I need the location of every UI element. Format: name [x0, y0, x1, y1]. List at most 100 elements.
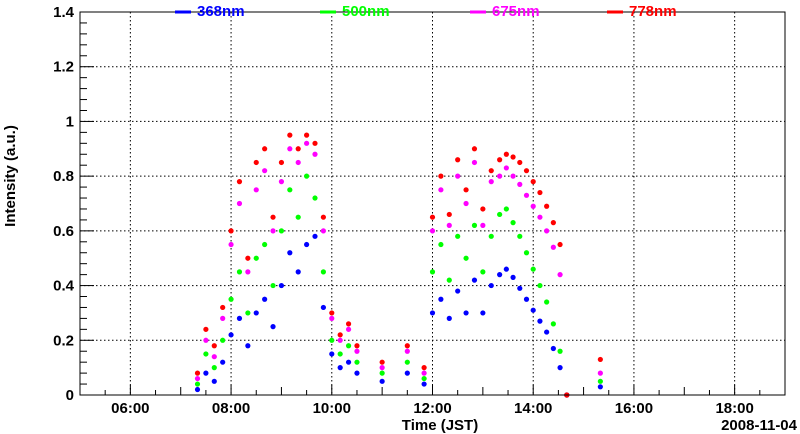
data-point — [245, 343, 251, 349]
data-point — [220, 359, 226, 365]
data-point — [312, 140, 318, 146]
data-point — [429, 310, 436, 316]
data-point — [194, 370, 201, 376]
clear-sky-point — [544, 299, 550, 305]
data-point — [337, 332, 343, 338]
data-point — [337, 351, 343, 357]
clear-sky-point — [523, 192, 530, 198]
series-778nm-points — [194, 132, 603, 398]
clear-sky-point — [523, 250, 530, 256]
x-tick-label: 08:00 — [212, 400, 250, 417]
legend-label: 500nm — [342, 3, 390, 20]
data-point — [287, 146, 293, 152]
data-point — [211, 343, 217, 349]
data-point — [262, 241, 268, 248]
data-point — [329, 310, 335, 316]
x-tick-label: 14:00 — [514, 400, 552, 417]
data-point — [438, 173, 444, 179]
axis-ticks — [80, 11, 761, 396]
data-point — [278, 228, 285, 234]
data-point — [480, 206, 486, 212]
data-point — [228, 332, 234, 338]
data-point — [270, 214, 276, 220]
clear-sky-point — [550, 345, 556, 352]
clear-sky-point — [544, 203, 550, 209]
y-tick-label: 0.2 — [53, 332, 74, 349]
data-point — [304, 173, 310, 179]
y-tick-label: 0.4 — [53, 278, 75, 295]
data-point — [203, 326, 209, 332]
data-point — [253, 310, 259, 316]
data-point — [455, 173, 461, 179]
data-point — [379, 365, 385, 371]
clear-sky-point — [537, 214, 543, 220]
data-point — [446, 315, 452, 321]
y-tick-label: 0.6 — [53, 223, 74, 240]
data-point — [337, 337, 343, 343]
clear-sky-point — [557, 348, 563, 354]
x-tick-label: 06:00 — [111, 400, 149, 417]
clear-sky-point — [530, 307, 536, 313]
data-point — [262, 168, 268, 174]
data-points — [194, 132, 603, 398]
clear-sky-point — [503, 266, 509, 272]
data-point — [287, 250, 293, 256]
data-point — [194, 386, 201, 393]
data-point — [320, 304, 326, 311]
data-point — [194, 381, 201, 387]
data-point — [446, 277, 452, 283]
data-point — [354, 343, 360, 349]
x-tick-label: 16:00 — [615, 400, 653, 417]
data-point — [236, 315, 243, 321]
data-point — [203, 370, 209, 376]
data-point — [345, 359, 352, 365]
clear-sky-point — [557, 272, 563, 278]
clear-sky-point — [530, 266, 536, 272]
data-point — [211, 354, 217, 360]
data-point — [404, 343, 410, 349]
data-point — [345, 326, 352, 332]
data-point — [304, 140, 310, 146]
data-point — [488, 168, 494, 174]
data-point — [429, 269, 436, 275]
data-point — [597, 384, 603, 390]
data-point — [471, 146, 478, 152]
data-point — [337, 365, 343, 371]
data-point — [228, 241, 234, 248]
data-point — [236, 200, 243, 207]
data-point — [421, 375, 427, 382]
data-point — [421, 370, 427, 376]
data-point — [220, 315, 226, 321]
data-point — [488, 179, 494, 185]
data-point — [211, 378, 217, 384]
data-point — [329, 337, 335, 343]
clear-sky-point — [510, 173, 516, 179]
data-point — [345, 321, 352, 327]
data-point — [278, 282, 285, 289]
clear-sky-point — [537, 318, 543, 324]
data-point — [304, 241, 310, 248]
y-tick-label: 1.2 — [53, 59, 74, 76]
x-tick-label: 18:00 — [715, 400, 753, 417]
data-point — [262, 296, 268, 302]
data-point — [329, 351, 335, 357]
data-point — [463, 255, 469, 261]
legend: 368nm 500nm 675nm 778nm — [175, 3, 677, 20]
data-point — [480, 310, 486, 316]
legend-label: 368nm — [197, 3, 245, 20]
data-point — [438, 241, 444, 248]
y-tick-label: 1 — [66, 113, 74, 130]
clear-sky-point — [544, 329, 550, 335]
legend-label: 778nm — [629, 3, 677, 20]
clear-sky-point — [497, 173, 503, 179]
data-point — [379, 370, 385, 376]
legend-label: 675nm — [492, 3, 540, 20]
data-point — [245, 310, 251, 316]
data-point — [220, 337, 226, 343]
data-point — [253, 159, 259, 166]
data-point — [480, 222, 486, 228]
data-point — [597, 370, 603, 376]
clear-sky-point — [497, 157, 503, 163]
clear-sky-point — [530, 203, 536, 209]
